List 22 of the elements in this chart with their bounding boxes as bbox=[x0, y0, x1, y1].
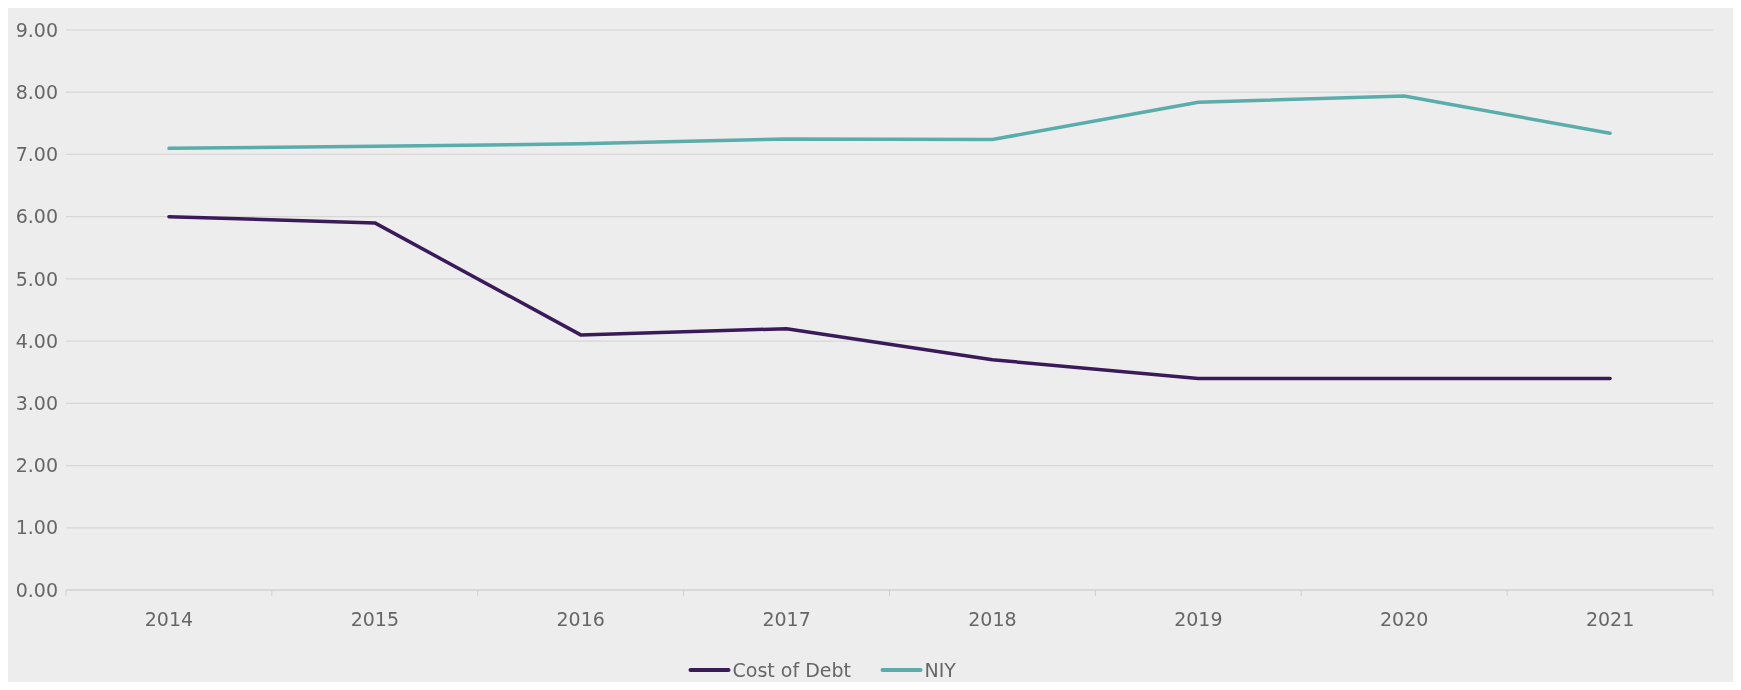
x-tick-label: 2020 bbox=[1380, 608, 1429, 630]
y-tick-label: 1.00 bbox=[15, 516, 58, 539]
y-tick-label: 4.00 bbox=[15, 329, 58, 352]
y-tick-label: 6.00 bbox=[15, 205, 58, 228]
legend-label: NIY bbox=[924, 658, 957, 681]
y-tick-label: 3.00 bbox=[15, 391, 58, 414]
x-tick-label: 2019 bbox=[1174, 608, 1223, 630]
legend-label: Cost of Debt bbox=[732, 658, 851, 681]
y-tick-label: 0.00 bbox=[15, 578, 58, 601]
y-tick-label: 8.00 bbox=[15, 80, 58, 103]
x-tick-label: 2018 bbox=[968, 608, 1017, 630]
line-series bbox=[167, 94, 1612, 150]
x-tick-label: 2014 bbox=[144, 608, 194, 630]
x-tick-label: 2021 bbox=[1585, 608, 1635, 630]
x-tick-label: 2017 bbox=[762, 608, 811, 630]
y-tick-label: 2.00 bbox=[15, 454, 58, 477]
y-tick-label: 7.00 bbox=[15, 143, 58, 166]
x-tick-label: 2016 bbox=[556, 608, 605, 630]
line-series bbox=[167, 214, 1612, 381]
x-tick-label: 2015 bbox=[350, 608, 399, 630]
y-tick-label: 5.00 bbox=[15, 267, 58, 290]
y-tick-label: 9.00 bbox=[15, 18, 58, 41]
